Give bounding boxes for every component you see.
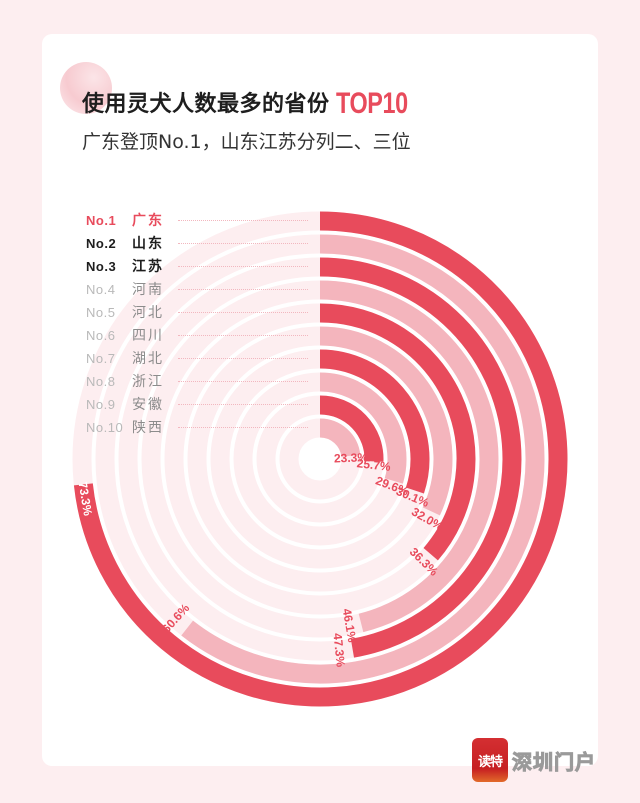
rank-number: No.3 [86, 258, 117, 274]
ring-bar-江苏 [319, 257, 522, 658]
rank-number: No.7 [86, 350, 116, 366]
province-name: 浙江 [132, 374, 164, 390]
province-name: 四川 [132, 328, 164, 344]
title-text: 使用灵犬人数最多的省份 [82, 92, 330, 117]
value-label: 47.3% [330, 632, 347, 668]
ring-bars [73, 211, 568, 707]
ring-bar-河南 [319, 280, 499, 633]
province-name: 湖北 [132, 351, 164, 367]
leader-dots [178, 426, 308, 428]
value-label: 23.3% [334, 450, 369, 465]
leader-dots [178, 403, 308, 405]
decorative-circle [60, 62, 112, 114]
ring-bar-山东 [181, 234, 545, 684]
leader-dots [178, 311, 308, 313]
province-name: 河北 [132, 305, 164, 321]
ranking-row-10: No.10 陕西 [86, 417, 308, 437]
leader-dots [178, 242, 308, 244]
page-title: 使用灵犬人数最多的省份 TOP10 [82, 86, 428, 121]
brand-logo: 读特 深圳门户 [472, 738, 596, 782]
province-name: 广东 [132, 213, 164, 229]
rank-number: No.2 [86, 235, 117, 251]
leader-dots [178, 357, 308, 359]
ring-bar-广东 [73, 211, 568, 707]
ranking-row-9: No.9 安徽 [86, 394, 308, 414]
leader-dots [178, 288, 308, 290]
ranking-row-1: No.1 广东 [86, 210, 308, 230]
value-label: 73.3% [76, 481, 96, 517]
rank-number: No.5 [86, 304, 116, 320]
province-name: 安徽 [132, 397, 164, 413]
ring-bar-陕西 [319, 418, 361, 458]
province-name: 江苏 [132, 259, 164, 275]
province-name: 山东 [132, 236, 164, 252]
ranking-row-4: No.4 河南 [86, 279, 308, 299]
ring-bar-四川 [319, 326, 453, 516]
ranking-row-6: No.6 四川 [86, 325, 308, 345]
leader-dots [178, 265, 308, 267]
rank-number: No.8 [86, 373, 116, 389]
rank-number: No.4 [86, 281, 116, 297]
value-label: 25.7% [356, 456, 392, 474]
brand-name: 深圳门户 [512, 749, 596, 774]
ranking-row-7: No.7 湖北 [86, 348, 308, 368]
leader-dots [178, 219, 308, 221]
title-accent: TOP10 [335, 87, 408, 120]
value-label: 46.1% [340, 607, 360, 643]
rank-number: No.1 [86, 212, 117, 228]
province-name: 河南 [132, 282, 164, 298]
ring-bar-河北 [319, 303, 476, 561]
page-subtitle: 广东登顶No.1，山东江苏分列二、三位 [82, 131, 411, 153]
rank-number: No.6 [86, 327, 116, 343]
leader-dots [178, 380, 308, 382]
ranking-row-8: No.8 浙江 [86, 371, 308, 391]
app-badge-icon: 读特 [472, 738, 508, 782]
ring-bar-安徽 [319, 395, 384, 462]
rank-number: No.10 [86, 419, 124, 435]
rank-number: No.9 [86, 396, 116, 412]
ring-bar-浙江 [319, 372, 407, 484]
leader-dots [178, 334, 308, 336]
ranking-row-5: No.5 河北 [86, 302, 308, 322]
ring-bar-湖北 [319, 349, 430, 494]
ranking-row-3: No.3 江苏 [86, 256, 308, 276]
ranking-row-2: No.2 山东 [86, 233, 308, 253]
province-name: 陕西 [132, 420, 164, 436]
